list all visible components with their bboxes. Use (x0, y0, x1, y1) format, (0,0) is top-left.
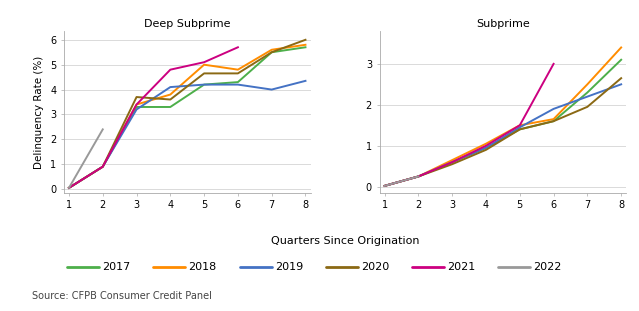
Text: 2022: 2022 (534, 262, 562, 272)
Text: Source: CFPB Consumer Credit Panel: Source: CFPB Consumer Credit Panel (32, 290, 212, 300)
Text: 2017: 2017 (102, 262, 130, 272)
Text: 2019: 2019 (275, 262, 303, 272)
Text: 2020: 2020 (361, 262, 389, 272)
Title: Subprime: Subprime (476, 19, 530, 29)
Text: 2018: 2018 (189, 262, 217, 272)
Title: Deep Subprime: Deep Subprime (144, 19, 231, 29)
Y-axis label: Delinquency Rate (%): Delinquency Rate (%) (35, 55, 45, 169)
Text: Quarters Since Origination: Quarters Since Origination (271, 236, 419, 246)
Text: 2021: 2021 (447, 262, 475, 272)
